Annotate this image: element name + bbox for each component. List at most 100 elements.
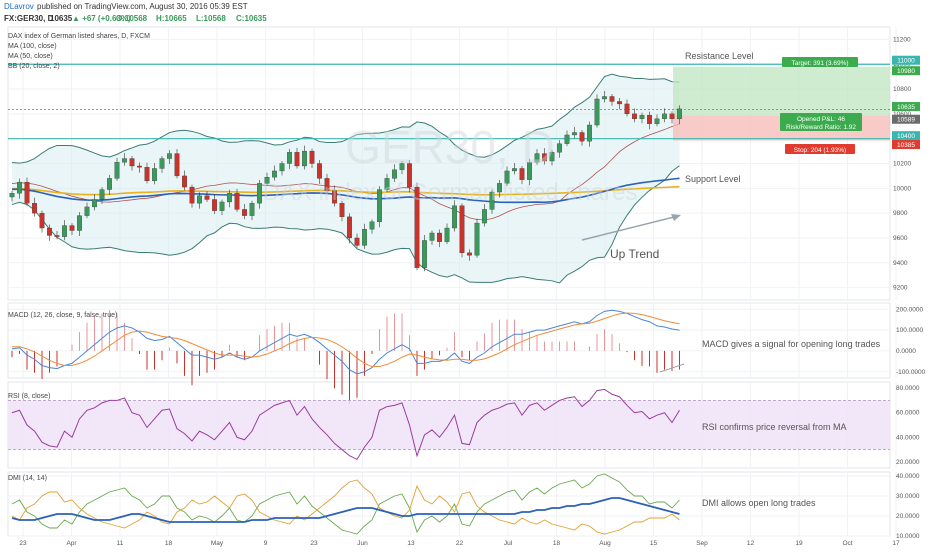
price-label-box (892, 55, 920, 65)
candle-body (624, 103, 630, 115)
legend-title: DAX index of German listed shares, D, FX… (8, 33, 150, 40)
price-change: ▲ +67 (+0.63%) (72, 14, 131, 23)
author[interactable]: DLavrov (4, 2, 34, 11)
ma50-line (11, 177, 680, 204)
x-tick-label: 15 (650, 540, 658, 547)
candle-body (422, 240, 427, 268)
x-tick-label: 12 (747, 540, 755, 547)
target-label: Target: 391 (3.69%) (782, 57, 858, 67)
price-label-box (892, 114, 920, 124)
price-label-text: 10980 (897, 68, 915, 75)
price-tick-label: 10600 (893, 111, 911, 118)
candle-body (474, 222, 480, 256)
candle-body (482, 209, 487, 224)
price-pane (8, 38, 890, 289)
resistance-level-label: Resistance Level (685, 51, 754, 61)
rsi-pane: 20.0000 40.0000 60.0000 80.0000 (8, 385, 920, 466)
up-trend-arrow (581, 215, 679, 241)
rsi-tick-label: 20.0000 (896, 459, 920, 466)
candle-body (152, 168, 157, 182)
rsi-tick-label: 40.0000 (896, 434, 920, 441)
price-tick-label: 9800 (893, 210, 908, 217)
candle-body (77, 215, 82, 231)
macd-tick-label: 100.0000 (896, 327, 923, 334)
dmi-tick-label: 10.0000 (896, 533, 920, 540)
candle-body (32, 203, 37, 214)
candle-body (332, 190, 337, 204)
macd-tick-label: -100.0000 (896, 369, 926, 376)
x-tick-label: 19 (795, 540, 803, 547)
price-label-box (892, 102, 920, 112)
candle-body (617, 101, 622, 105)
candle-body (204, 195, 210, 200)
dmi-tick-label: 40.0000 (896, 473, 920, 480)
svg-text:Stop: 204 (1.93%): Stop: 204 (1.93%) (794, 147, 846, 154)
candle-body (677, 108, 682, 119)
price-tick-label: 10800 (893, 86, 911, 93)
candle-body (512, 168, 517, 172)
candle-body (264, 176, 270, 184)
candle-body (542, 153, 547, 162)
up-trend-label: Up Trend (610, 247, 659, 261)
candle-body (294, 152, 300, 167)
candle-body (437, 232, 442, 242)
candle-body (609, 96, 615, 102)
price-legend: DAX index of German listed shares, D, FX… (8, 33, 150, 70)
candle-body (272, 170, 277, 178)
price-label-box (892, 131, 920, 141)
candle-body (384, 178, 390, 190)
x-tick-label: 18 (165, 540, 173, 547)
candle-body (362, 229, 367, 246)
x-tick-label: 23 (19, 540, 27, 547)
header-line-1: DLavrov published on TradingView.com, Au… (4, 2, 248, 11)
profit-zone (673, 66, 890, 116)
candle-body (309, 150, 315, 164)
x-tick-label: May (211, 540, 224, 547)
candle-body (632, 113, 637, 119)
candle-body (459, 205, 465, 253)
support-level-label: Support Level (685, 174, 741, 184)
macd-pane-title: MACD (12, 26, close, 9, false, true) (8, 312, 117, 319)
bollinger-basis (11, 123, 680, 221)
candle-body (452, 205, 457, 229)
last-price: 10635 (50, 14, 73, 23)
price-label-text: 10385 (897, 142, 915, 149)
candle-body (54, 235, 60, 237)
candle-body (137, 165, 142, 168)
price-tick-label: 9200 (893, 285, 908, 292)
x-tick-label: 9 (264, 540, 268, 547)
candle-body (182, 175, 187, 188)
price-axis-labels: 11000 10980 10635 10589 10400 10385 (892, 55, 920, 150)
candle-body (219, 201, 225, 211)
candle-body (347, 216, 352, 239)
opened-pl-label: Opened P&L: 46 Risk/Reward Ratio: 1.92 (780, 113, 862, 131)
candle-body (47, 227, 52, 236)
candle-body (444, 227, 450, 242)
candle-body (497, 183, 502, 193)
candle-body (639, 114, 645, 119)
candle-body (249, 203, 255, 216)
candle-body (534, 153, 540, 163)
candle-body (197, 195, 202, 204)
svg-text:Opened P&L: 46: Opened P&L: 46 (797, 116, 845, 123)
candle-body (354, 237, 360, 246)
candle-body (107, 178, 112, 190)
legend-bb: BB (20, close, 2) (8, 63, 60, 70)
candle-body (407, 163, 412, 188)
ohlc-high: H:10665 (156, 14, 187, 23)
candle-body (669, 113, 675, 119)
price-tick-label: 10000 (893, 185, 911, 192)
price-tick-label: 11200 (893, 36, 911, 43)
stop-label: Stop: 204 (1.93%) (785, 144, 855, 154)
candle-body (662, 113, 667, 119)
rsi-tick-label: 60.0000 (896, 410, 920, 417)
candle-body (212, 199, 217, 211)
price-label-text: 11000 (897, 58, 915, 65)
candle-body (227, 193, 232, 203)
candle-body (489, 191, 495, 210)
ohlc-open: O:10568 (116, 14, 148, 23)
candle-body (189, 186, 195, 204)
candle-body (429, 232, 435, 241)
candle-body (174, 153, 180, 177)
